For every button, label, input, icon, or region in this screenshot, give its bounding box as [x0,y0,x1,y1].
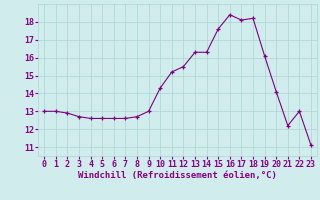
X-axis label: Windchill (Refroidissement éolien,°C): Windchill (Refroidissement éolien,°C) [78,171,277,180]
